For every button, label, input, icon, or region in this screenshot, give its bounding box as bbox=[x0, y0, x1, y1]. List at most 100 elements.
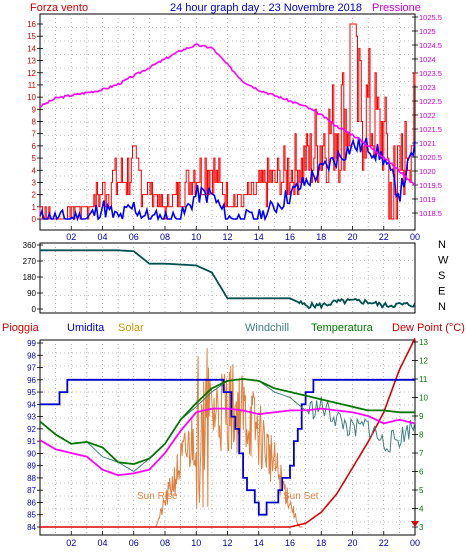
x-tick-label: 02 bbox=[66, 232, 76, 242]
bottom-left-axis-label: 85 bbox=[27, 511, 36, 520]
bottom-left-axis-label: 89 bbox=[27, 462, 36, 471]
top-left-axis-label: 15 bbox=[27, 32, 36, 41]
bottom-left-axis-label: 95 bbox=[27, 388, 36, 397]
x-tick-label: 08 bbox=[160, 232, 170, 242]
bottom-right-axis-label: 11 bbox=[419, 375, 428, 384]
bottom-left-axis-label: 93 bbox=[27, 413, 36, 422]
rain-end-marker bbox=[411, 521, 419, 527]
bottom-left-axis-label: 99 bbox=[27, 339, 36, 348]
x-tick-label: 20 bbox=[347, 232, 357, 242]
x-tick-label: 00 bbox=[410, 538, 420, 548]
top-left-axis-label: 9 bbox=[32, 105, 37, 114]
top-right-axis-label: 1018.5 bbox=[419, 209, 442, 218]
top-left-axis-label: 6 bbox=[32, 142, 37, 151]
rain-line bbox=[40, 337, 416, 528]
top-center-title: 24 hour graph day : 23 Novembre 2018 bbox=[170, 2, 362, 14]
temperature-line bbox=[39, 378, 415, 466]
compass-letter: S bbox=[438, 270, 445, 282]
compass-letter: E bbox=[438, 286, 445, 298]
top-left-axis-label: 14 bbox=[27, 44, 36, 53]
mid-left-axis-label: 180 bbox=[23, 273, 37, 282]
x-tick-label: 14 bbox=[254, 232, 264, 242]
x-tick-label: 06 bbox=[129, 232, 139, 242]
top-right-axis-label: 1022.5 bbox=[419, 97, 442, 106]
mid-left-axis-label: 270 bbox=[23, 257, 37, 266]
bottom-left-axis-label: 96 bbox=[27, 376, 36, 385]
x-tick-label: 10 bbox=[191, 232, 201, 242]
bottom-right-axis-label: 3 bbox=[419, 523, 424, 532]
top-left-axis-label: 12 bbox=[27, 69, 36, 78]
x-tick-label: 02 bbox=[66, 538, 76, 548]
bottom-left-axis-label: 97 bbox=[27, 364, 36, 373]
legend-dew-point: Dew Point (°C) bbox=[392, 322, 465, 334]
bottom-left-axis-label: 94 bbox=[27, 400, 36, 409]
top-right-title: Pressione bbox=[372, 2, 421, 14]
top-right-axis-label: 1019.5 bbox=[419, 181, 442, 190]
top-left-axis-label: 16 bbox=[27, 20, 36, 29]
dew-point-line bbox=[39, 407, 416, 477]
humidity-line bbox=[40, 378, 415, 516]
bottom-right-axis-label: 9 bbox=[419, 412, 424, 421]
mid-left-axis-label: 360 bbox=[23, 241, 37, 250]
solar-line bbox=[149, 348, 303, 528]
x-tick-label: 00 bbox=[410, 232, 420, 242]
x-tick-label: 04 bbox=[97, 232, 107, 242]
top-left-axis-label: 8 bbox=[32, 118, 37, 127]
bottom-left-axis-label: 86 bbox=[27, 498, 36, 507]
bottom-right-axis-label: 6 bbox=[419, 468, 424, 477]
x-tick-label: 04 bbox=[97, 538, 107, 548]
top-left-title: Forza vento bbox=[30, 2, 88, 14]
pressure-line bbox=[39, 43, 416, 186]
bottom-grid bbox=[40, 340, 415, 535]
x-tick-label: 12 bbox=[222, 538, 232, 548]
x-tick-label: 18 bbox=[316, 538, 326, 548]
bottom-right-axis-label: 5 bbox=[419, 486, 424, 495]
bottom-axes: 8485868788899091929394959697989934567891… bbox=[27, 338, 428, 548]
bottom-left-axis-label: 92 bbox=[27, 425, 36, 434]
legend-windchill: Windchill bbox=[245, 322, 289, 334]
top-left-axis-label: 1 bbox=[32, 203, 37, 212]
top-left-axis-label: 11 bbox=[28, 81, 37, 90]
x-tick-label: 16 bbox=[285, 232, 295, 242]
x-tick-label: 06 bbox=[129, 538, 139, 548]
top-right-axis-label: 1023.5 bbox=[419, 69, 442, 78]
top-right-axis-label: 1025 bbox=[419, 27, 436, 36]
top-left-axis-label: 10 bbox=[27, 93, 36, 102]
x-tick-label: 22 bbox=[379, 232, 389, 242]
top-right-axis-label: 1022 bbox=[419, 111, 436, 120]
bottom-left-axis-label: 88 bbox=[27, 474, 36, 483]
wind-direction-line bbox=[40, 249, 416, 310]
top-right-axis-label: 1020 bbox=[419, 167, 436, 176]
top-left-axis-label: 0 bbox=[32, 215, 37, 224]
top-right-axis-label: 1024 bbox=[419, 55, 436, 64]
bottom-left-axis-label: 84 bbox=[27, 523, 36, 532]
top-left-axis-label: 7 bbox=[32, 130, 37, 139]
sunrise-annotation: Sun Rise bbox=[137, 491, 178, 502]
legend-pioggia: Pioggia bbox=[2, 322, 40, 334]
x-tick-label: 20 bbox=[347, 538, 357, 548]
x-tick-label: 10 bbox=[191, 538, 201, 548]
top-right-axis-label: 1021 bbox=[419, 139, 436, 148]
top-left-axis-label: 4 bbox=[32, 166, 37, 175]
top-right-axis-label: 1023 bbox=[419, 83, 436, 92]
wind-average-line bbox=[39, 137, 416, 222]
mid-left-axis-label: 0 bbox=[32, 305, 37, 314]
mid-series bbox=[40, 249, 416, 310]
top-axes: 0123456789101112131415161018.510191019.5… bbox=[27, 13, 442, 242]
x-tick-label: 22 bbox=[379, 538, 389, 548]
bottom-right-axis-label: 8 bbox=[419, 431, 424, 440]
wind-gust-line bbox=[39, 23, 416, 220]
top-right-axis-label: 1020.5 bbox=[419, 153, 442, 162]
bottom-left-axis-label: 91 bbox=[27, 437, 36, 446]
compass-letter: W bbox=[438, 255, 449, 267]
mid-left-axis-label: 90 bbox=[27, 289, 36, 298]
bottom-right-axis-label: 13 bbox=[419, 338, 428, 347]
x-tick-label: 16 bbox=[285, 538, 295, 548]
top-right-axis-label: 1019 bbox=[419, 195, 436, 204]
bottom-series bbox=[39, 337, 419, 528]
bottom-left-axis-label: 87 bbox=[27, 486, 36, 495]
top-left-axis-label: 2 bbox=[32, 191, 37, 200]
top-left-axis-label: 3 bbox=[32, 178, 37, 187]
